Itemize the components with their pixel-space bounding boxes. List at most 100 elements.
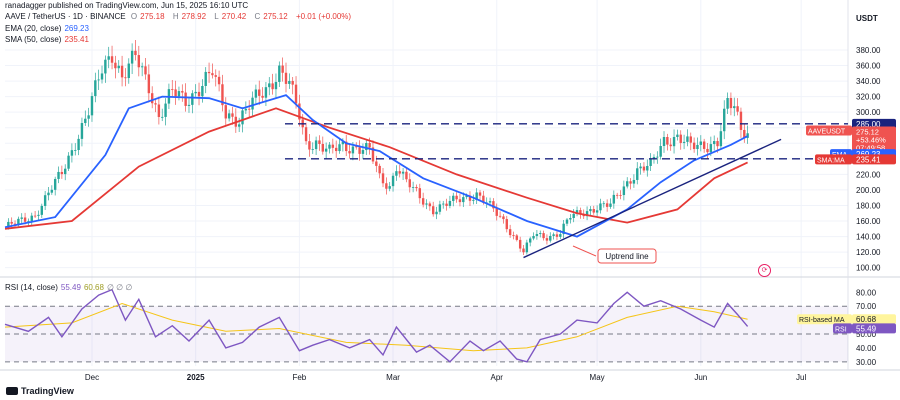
- candle-body: [147, 74, 151, 94]
- candle-body: [699, 141, 703, 145]
- price-tick-label: 140.00: [856, 233, 881, 242]
- candle-body: [371, 147, 375, 162]
- rsi-legend[interactable]: RSI (14, close) 55.49 60.68 ∅ ∅ ∅: [5, 283, 133, 292]
- rsi-tick-label: 70.00: [856, 302, 877, 311]
- currency-label[interactable]: USDT: [856, 14, 878, 23]
- price-badge-text: 07:49:58: [856, 144, 885, 153]
- candle-body: [605, 203, 609, 207]
- candle-body: [87, 115, 90, 119]
- candle-body: [254, 89, 258, 98]
- candle-body: [729, 97, 733, 109]
- candle-body: [736, 106, 739, 112]
- candle-body: [341, 141, 345, 145]
- candle-body: [652, 156, 656, 160]
- time-tick-label: Dec: [85, 373, 99, 382]
- sma-value-badge: [852, 154, 896, 165]
- snapshot-icon[interactable]: ⟳: [758, 264, 771, 277]
- candle-body: [288, 80, 291, 84]
- price-tick-label: 360.00: [856, 62, 881, 71]
- candle-body: [502, 216, 505, 220]
- candle-body: [542, 233, 545, 239]
- candle-body: [157, 104, 161, 117]
- symbol-badge-text: AAVEUSDT: [808, 129, 846, 136]
- candle-body: [17, 218, 20, 225]
- candle-body: [709, 144, 713, 153]
- candle-body: [552, 234, 555, 236]
- candle-body: [318, 140, 321, 144]
- rsi-line: [4, 288, 749, 363]
- rsi-name-badge-text: RSI: [835, 326, 847, 333]
- candle-body: [458, 199, 462, 203]
- candle-body: [569, 217, 572, 220]
- tradingview-logo-icon: [6, 387, 18, 395]
- candle-body: [324, 148, 328, 152]
- candle-body: [632, 179, 636, 184]
- sma-line: [4, 107, 748, 230]
- candle-body: [385, 183, 388, 189]
- candle-body: [120, 65, 124, 78]
- candle-body: [512, 235, 515, 236]
- price-tick-label: 220.00: [856, 170, 881, 179]
- candle-body: [217, 76, 221, 85]
- candle-body: [378, 165, 381, 174]
- time-tick-label: Mar: [386, 373, 400, 382]
- candle-body: [140, 66, 144, 68]
- candle-body: [60, 171, 64, 175]
- rsi-ma-value-badge-text: 60.68: [856, 315, 877, 324]
- symbol-badge: [806, 125, 852, 136]
- candle-body: [40, 205, 43, 215]
- candle-body: [472, 199, 475, 201]
- candle-body: [585, 211, 589, 217]
- candle-body: [7, 221, 10, 228]
- ema-legend[interactable]: EMA (20, close) 269.23: [5, 24, 89, 33]
- candle-body: [264, 87, 268, 98]
- change-value: +0.01 (+0.00%): [295, 12, 352, 21]
- rsi-tick-label: 30.00: [856, 358, 877, 367]
- candle-body: [27, 221, 30, 222]
- candle-body: [508, 229, 512, 236]
- candle-body: [84, 118, 87, 124]
- candle-body: [455, 195, 458, 200]
- candle-body: [639, 166, 642, 169]
- candle-body: [595, 210, 599, 213]
- candle-body: [181, 91, 184, 93]
- candle-body: [104, 59, 107, 74]
- candle-body: [452, 195, 455, 201]
- symbol-label: AAVE / TetherUS · 1D · BINANCE: [5, 12, 126, 21]
- rsi-ma-line: [4, 302, 748, 352]
- candle-body: [562, 223, 565, 235]
- candle-body: [30, 215, 33, 222]
- candle-body: [268, 83, 271, 88]
- rsi-ma-name-badge: [797, 314, 852, 325]
- candle-body: [207, 71, 211, 74]
- candles: [7, 40, 749, 255]
- candle-body: [201, 85, 204, 97]
- sma-legend[interactable]: SMA (50, close) 235.41: [5, 35, 89, 44]
- candle-body: [97, 79, 100, 81]
- price-tick-label: 180.00: [856, 201, 881, 210]
- candle-body: [746, 133, 749, 138]
- candle-body: [164, 103, 167, 117]
- price-badge: [852, 126, 896, 153]
- candle-body: [692, 142, 696, 150]
- candle-body: [723, 108, 726, 132]
- candle-body: [144, 66, 147, 75]
- candle-body: [117, 65, 120, 69]
- candle-body: [328, 144, 331, 149]
- candle-body: [686, 136, 689, 142]
- candle-body: [214, 75, 217, 77]
- time-tick-label: 2025: [187, 373, 205, 382]
- candle-body: [298, 103, 301, 120]
- candle-body: [304, 127, 308, 142]
- candle-body: [74, 149, 77, 151]
- candle-body: [395, 171, 398, 176]
- candle-body: [334, 147, 338, 152]
- time-tick-label: Jun: [694, 373, 707, 382]
- candle-body: [535, 234, 539, 237]
- candle-body: [706, 148, 709, 153]
- candle-body: [482, 195, 485, 203]
- candle-body: [184, 92, 187, 106]
- candle-body: [294, 84, 298, 104]
- candle-body: [251, 97, 254, 110]
